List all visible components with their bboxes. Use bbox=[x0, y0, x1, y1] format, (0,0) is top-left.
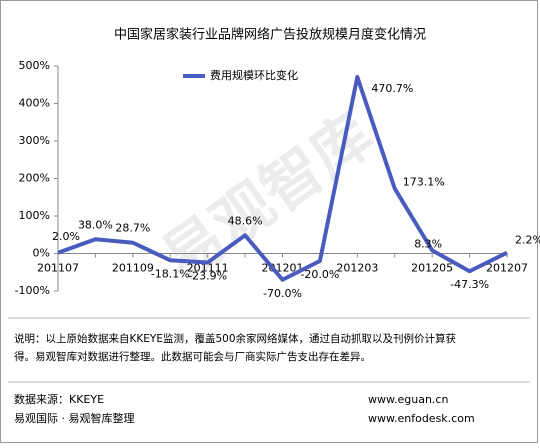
x-tick-label: 201203 bbox=[336, 262, 378, 275]
chart-title: 中国家居家装行业品牌网络广告投放规模月度变化情况 bbox=[114, 27, 426, 43]
x-tick-label: 201111 bbox=[187, 262, 229, 275]
y-tick-label: 200% bbox=[19, 172, 50, 185]
y-tick-label: 100% bbox=[19, 209, 50, 222]
value-label: 48.6% bbox=[228, 214, 263, 227]
y-tick-label: 500% bbox=[19, 59, 50, 72]
x-tick-label: 201207 bbox=[486, 262, 528, 275]
value-label: -20.0% bbox=[300, 268, 339, 281]
x-tick-label: 201205 bbox=[411, 262, 453, 275]
x-tick-label: 201109 bbox=[112, 262, 154, 275]
y-tick-label: 300% bbox=[19, 134, 50, 147]
legend-label: 费用规模环比变化 bbox=[210, 68, 298, 82]
y-tick-label: 0% bbox=[33, 247, 50, 260]
source: 数据来源：KKEYE bbox=[14, 392, 104, 406]
value-label: 28.7% bbox=[115, 222, 150, 235]
value-label: 8.3% bbox=[414, 237, 442, 250]
credit: 易观国际 · 易观智库整理 bbox=[14, 411, 135, 425]
site: www.eguan.cn bbox=[368, 393, 448, 406]
value-label: 173.1% bbox=[403, 176, 445, 189]
value-label: -18.1% bbox=[151, 267, 190, 280]
data-line bbox=[57, 74, 508, 282]
value-label: 38.0% bbox=[78, 218, 113, 231]
y-tick-label: -100% bbox=[15, 284, 50, 297]
site: www.enfodesk.com bbox=[368, 412, 475, 425]
y-tick-label: 400% bbox=[19, 97, 50, 110]
value-label: -70.0% bbox=[263, 287, 302, 300]
value-label: 2.0% bbox=[52, 230, 80, 243]
value-label: -47.3% bbox=[450, 278, 489, 291]
note: 说明：以上原始数据来自KKEYE监测，覆盖500余家网络媒体，通过自动抓取以及刊… bbox=[14, 332, 456, 345]
value-label: 2.2% bbox=[515, 234, 540, 247]
value-label: 470.7% bbox=[371, 82, 413, 95]
value-label: -23.9% bbox=[188, 269, 227, 282]
note: 得。易观智库对数据进行整理。此数据可能会与厂商实际广告支出存在差异。 bbox=[14, 350, 371, 363]
x-tick-label: 201107 bbox=[37, 262, 79, 275]
